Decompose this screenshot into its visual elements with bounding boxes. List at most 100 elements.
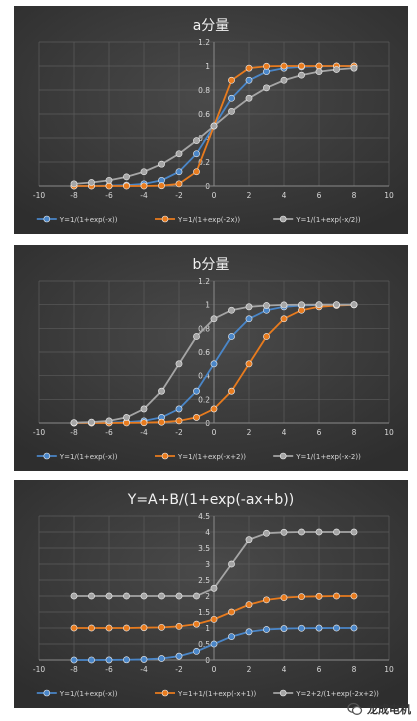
x-tick-label: 6 <box>317 665 322 674</box>
series-1-point <box>123 624 130 632</box>
series-1-point <box>210 615 218 623</box>
series-1-point <box>333 592 340 600</box>
chart-background-gradient <box>14 245 408 471</box>
chart-b-svg: b分量00.20.40.60.811.2-10-8-6-4-20246810Y=… <box>14 245 408 471</box>
series-2-point <box>350 64 358 72</box>
series-1-point <box>123 182 130 190</box>
chart-title: a分量 <box>193 18 230 34</box>
series-0-point <box>88 656 95 664</box>
series-0-point <box>210 360 218 368</box>
series-2-point <box>70 419 78 427</box>
series-2-point <box>123 414 130 421</box>
series-1-point <box>105 182 113 190</box>
x-tick-label: 10 <box>384 191 394 200</box>
series-0-point <box>158 655 165 662</box>
series-2-point <box>228 306 235 314</box>
x-tick-label: -2 <box>175 428 183 437</box>
x-tick-label: -4 <box>140 665 148 674</box>
series-1-point <box>175 417 183 425</box>
legend-swatch-marker <box>43 689 51 697</box>
series-1-point <box>228 76 235 84</box>
legend-label: Y=2+2/(1+exp(-2x+2)) <box>295 690 379 698</box>
x-tick-label: 2 <box>247 665 252 674</box>
x-tick-label: 10 <box>384 428 394 437</box>
chart-panel-a: a分量00.20.40.60.811.2-10-8-6-4-20246810Y=… <box>14 6 408 234</box>
y-tick-label: 4.5 <box>198 512 210 521</box>
series-2-point <box>210 315 218 323</box>
y-tick-label: 3 <box>205 560 210 569</box>
x-tick-label: -4 <box>140 191 148 200</box>
x-tick-label: -2 <box>175 665 183 674</box>
legend-label: Y=1/(1+exp(-x+2)) <box>177 453 246 461</box>
series-2-point <box>315 68 323 76</box>
y-tick-label: 1 <box>205 624 210 633</box>
series-2-point <box>158 592 165 600</box>
y-tick-label: 1 <box>205 301 210 310</box>
series-2-point <box>175 150 183 158</box>
series-2-point <box>228 107 235 115</box>
series-1-point <box>193 620 200 628</box>
x-tick-label: 4 <box>282 665 287 674</box>
series-0-point <box>228 333 235 340</box>
series-0-point <box>105 656 113 664</box>
series-0-point <box>123 656 130 664</box>
series-2-point <box>105 592 113 600</box>
series-2-point <box>280 301 288 309</box>
x-tick-label: 10 <box>384 665 394 674</box>
series-1-point <box>158 418 165 426</box>
y-tick-label: 0.8 <box>198 86 210 95</box>
y-tick-label: 0.4 <box>198 134 210 143</box>
series-2-point <box>245 94 253 102</box>
series-2-point <box>315 301 323 309</box>
legend-label: Y=1+1/(1+exp(-x+1)) <box>177 690 257 698</box>
y-tick-label: 0.2 <box>198 395 210 404</box>
legend-label: Y=1/(1+exp(-x)) <box>59 216 118 224</box>
legend-label: Y=1/(1+exp(-x-2)) <box>295 453 361 461</box>
series-2-point <box>263 84 270 92</box>
series-2-point <box>263 302 270 309</box>
series-2-point <box>263 529 270 537</box>
series-1-point <box>315 62 323 70</box>
x-tick-label: -8 <box>70 665 78 674</box>
series-0-point <box>228 94 235 102</box>
series-2-point <box>298 528 305 536</box>
legend-swatch-marker <box>279 452 287 460</box>
x-tick-label: -6 <box>105 428 113 437</box>
series-2-point <box>228 560 235 568</box>
legend-swatch-marker <box>43 215 51 223</box>
series-0-point <box>298 624 305 632</box>
series-2-point <box>298 71 305 79</box>
series-1-point <box>193 168 200 176</box>
series-1-point <box>280 62 288 70</box>
chart-background-gradient <box>14 6 408 234</box>
series-0-point <box>175 652 183 660</box>
series-2-point <box>140 405 148 413</box>
x-tick-label: -8 <box>70 191 78 200</box>
series-0-point <box>193 150 200 158</box>
y-tick-label: 0.4 <box>198 372 210 381</box>
x-tick-label: 2 <box>247 428 252 437</box>
series-2-point <box>350 301 358 309</box>
series-2-point <box>123 592 130 600</box>
series-2-point <box>123 173 130 181</box>
series-2-point <box>333 301 340 309</box>
x-tick-label: 8 <box>352 665 357 674</box>
x-tick-label: -4 <box>140 428 148 437</box>
x-tick-label: 0 <box>212 428 217 437</box>
series-0-point <box>333 624 340 632</box>
series-1-point <box>228 387 235 395</box>
y-tick-label: 1.2 <box>198 38 210 47</box>
chart-title: Y=A+B/(1+exp(-ax+b)) <box>127 492 294 508</box>
x-tick-label: -6 <box>105 665 113 674</box>
y-tick-label: 0.6 <box>198 348 210 357</box>
series-0-point <box>140 656 148 663</box>
x-tick-label: -10 <box>33 665 45 674</box>
series-1-point <box>175 622 183 630</box>
series-2-point <box>193 137 200 145</box>
chart-background-gradient <box>14 480 408 708</box>
series-2-point <box>210 584 218 592</box>
chart-combined-svg: Y=A+B/(1+exp(-ax+b)) 0 0.5 1 1.5 2 2.5 3 3.5 4 4.5… <box>14 480 408 708</box>
series-2-point <box>193 333 200 340</box>
series-1-point <box>158 182 165 190</box>
series-2-point <box>175 592 183 600</box>
